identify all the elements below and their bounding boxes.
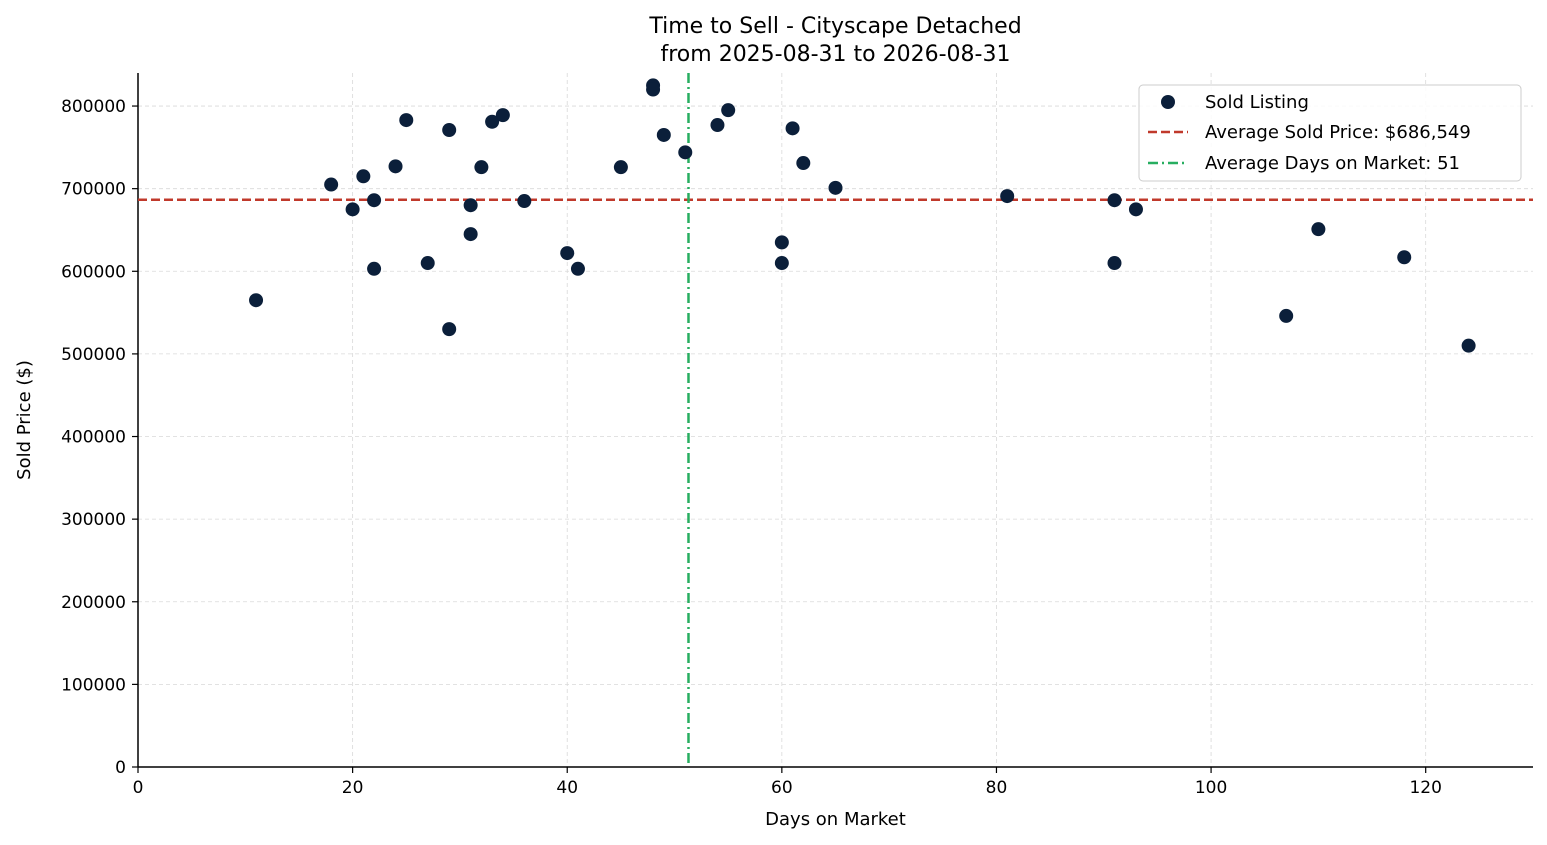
x-tick-label: 20 bbox=[342, 778, 364, 798]
sold-listing-point bbox=[388, 159, 403, 174]
sold-listing-point bbox=[367, 193, 382, 208]
sold-listing-point bbox=[474, 160, 489, 175]
sold-listing-point bbox=[345, 202, 360, 217]
y-axis-ticks: 0 100000 200000 300000 400000 500000 600000 700… bbox=[61, 97, 138, 778]
sold-listing-point bbox=[828, 180, 843, 195]
sold-listing-point bbox=[678, 145, 693, 160]
sold-listing-point bbox=[570, 261, 585, 276]
x-tick-label: 0 bbox=[133, 778, 144, 798]
sold-listing-point bbox=[249, 293, 264, 308]
sold-listing-point bbox=[367, 261, 382, 276]
x-axis-ticks: 0 20 40 60 80 100 120 bbox=[133, 767, 1442, 798]
y-tick-label: 600000 bbox=[61, 262, 126, 282]
sold-listing-point bbox=[1107, 256, 1122, 271]
legend-label-average-days: Average Days on Market: 51 bbox=[1205, 153, 1460, 174]
legend-label-sold-listing: Sold Listing bbox=[1205, 92, 1309, 113]
y-tick-label: 700000 bbox=[61, 180, 126, 200]
sold-listing-point bbox=[646, 82, 661, 97]
sold-listing-point bbox=[796, 156, 811, 171]
sold-listing-point bbox=[560, 246, 575, 261]
sold-listing-point bbox=[1461, 338, 1476, 353]
y-tick-label: 300000 bbox=[61, 510, 126, 530]
sold-listing-point bbox=[1279, 308, 1294, 323]
sold-listing-point bbox=[324, 177, 339, 192]
sold-listing-point bbox=[399, 113, 414, 128]
sold-listing-point bbox=[774, 256, 789, 271]
sold-listing-point bbox=[356, 169, 371, 184]
sold-listing-point bbox=[1128, 202, 1143, 217]
x-tick-label: 80 bbox=[986, 778, 1008, 798]
legend-marker-sold-listing bbox=[1161, 95, 1175, 109]
sold-listing-point bbox=[774, 235, 789, 250]
sold-listing-point bbox=[463, 227, 478, 242]
sold-listing-point bbox=[442, 123, 457, 138]
sold-listing-point bbox=[485, 114, 500, 129]
sold-listing-point bbox=[495, 108, 510, 123]
legend: Sold Listing Average Sold Price: $686,54… bbox=[1138, 84, 1522, 182]
y-tick-label: 500000 bbox=[61, 345, 126, 365]
y-tick-label: 100000 bbox=[61, 675, 126, 695]
y-tick-label: 0 bbox=[115, 758, 126, 778]
sold-listing-point bbox=[613, 160, 628, 175]
y-tick-label: 200000 bbox=[61, 593, 126, 613]
x-tick-label: 60 bbox=[771, 778, 793, 798]
y-axis-title: Sold Price ($) bbox=[14, 360, 35, 480]
sold-listing-point bbox=[517, 194, 532, 209]
sold-listing-point bbox=[420, 256, 435, 271]
x-axis-title: Days on Market bbox=[765, 809, 906, 830]
legend-frame bbox=[1138, 84, 1522, 182]
sold-listing-point bbox=[1000, 189, 1015, 204]
y-tick-label: 400000 bbox=[61, 428, 126, 448]
x-tick-label: 40 bbox=[556, 778, 578, 798]
sold-listing-point bbox=[463, 198, 478, 213]
chart-title: Time to Sell - Cityscape Detached bbox=[648, 14, 1021, 39]
sold-listing-point bbox=[1107, 193, 1122, 208]
sold-listing-point bbox=[656, 127, 671, 142]
sold-listing-point bbox=[442, 322, 457, 337]
y-tick-label: 800000 bbox=[61, 97, 126, 117]
x-tick-label: 100 bbox=[1195, 778, 1227, 798]
legend-label-average-price: Average Sold Price: $686,549 bbox=[1205, 122, 1471, 143]
chart-subtitle: from 2025-08-31 to 2026-08-31 bbox=[661, 42, 1011, 67]
sold-listing-point bbox=[721, 103, 736, 118]
grid bbox=[138, 73, 1533, 767]
data-points bbox=[249, 78, 1476, 353]
sold-listing-point bbox=[710, 118, 725, 133]
sold-listing-point bbox=[1397, 250, 1412, 265]
x-tick-label: 120 bbox=[1409, 778, 1441, 798]
reference-lines bbox=[138, 73, 1533, 767]
sold-listing-point bbox=[1311, 222, 1326, 237]
sold-listing-point bbox=[785, 121, 800, 136]
